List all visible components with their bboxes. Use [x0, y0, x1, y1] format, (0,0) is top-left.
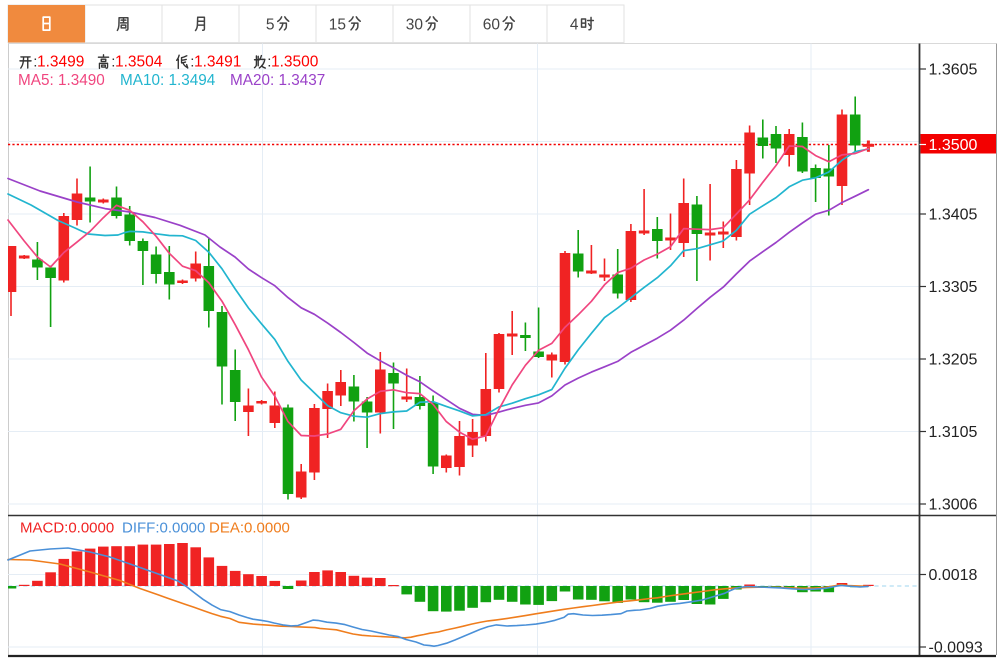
- svg-text:MACD:0.0000: MACD:0.0000: [20, 520, 114, 537]
- svg-text:30: 30: [406, 17, 424, 34]
- svg-text:MA5: 1.3490: MA5: 1.3490: [18, 72, 105, 89]
- svg-text:1.3504: 1.3504: [115, 54, 163, 71]
- svg-text:MA20: 1.3437: MA20: 1.3437: [230, 72, 325, 89]
- svg-text:-0.0093: -0.0093: [929, 639, 983, 656]
- svg-text:1.3499: 1.3499: [37, 54, 84, 71]
- svg-text:1.3105: 1.3105: [929, 424, 978, 441]
- svg-text:DEA:0.0000: DEA:0.0000: [209, 520, 290, 537]
- svg-text::: :: [33, 54, 37, 71]
- svg-text:1.3500: 1.3500: [271, 54, 319, 71]
- svg-text:1.3205: 1.3205: [929, 351, 978, 368]
- svg-text::: :: [267, 54, 271, 71]
- svg-text:60: 60: [483, 17, 501, 34]
- svg-text:1.3605: 1.3605: [929, 61, 978, 78]
- svg-text:1.3305: 1.3305: [929, 279, 978, 296]
- svg-text:1.3500: 1.3500: [929, 137, 978, 154]
- svg-text:0.0018: 0.0018: [929, 567, 978, 584]
- svg-text:MA10: 1.3494: MA10: 1.3494: [120, 72, 216, 89]
- svg-text:1.3491: 1.3491: [194, 54, 241, 71]
- svg-text:1.3006: 1.3006: [929, 496, 978, 513]
- svg-text:15: 15: [329, 17, 346, 34]
- svg-text:4: 4: [570, 17, 579, 34]
- svg-text:5: 5: [266, 17, 275, 34]
- svg-text:1.3405: 1.3405: [929, 206, 978, 223]
- svg-text:DIFF:0.0000: DIFF:0.0000: [122, 520, 205, 537]
- svg-text::: :: [190, 54, 194, 71]
- svg-text::: :: [111, 54, 115, 71]
